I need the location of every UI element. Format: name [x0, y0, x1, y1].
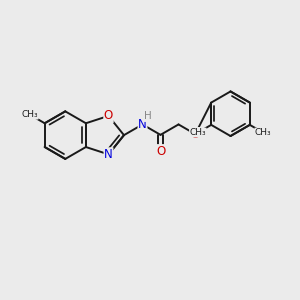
Text: CH₃: CH₃: [190, 128, 206, 137]
Text: N: N: [104, 148, 113, 161]
Text: O: O: [156, 145, 165, 158]
Text: O: O: [104, 110, 113, 122]
Text: O: O: [190, 128, 200, 141]
Text: H: H: [144, 111, 152, 122]
Text: CH₃: CH₃: [22, 110, 38, 119]
Text: CH₃: CH₃: [255, 128, 272, 137]
Text: N: N: [138, 118, 147, 131]
